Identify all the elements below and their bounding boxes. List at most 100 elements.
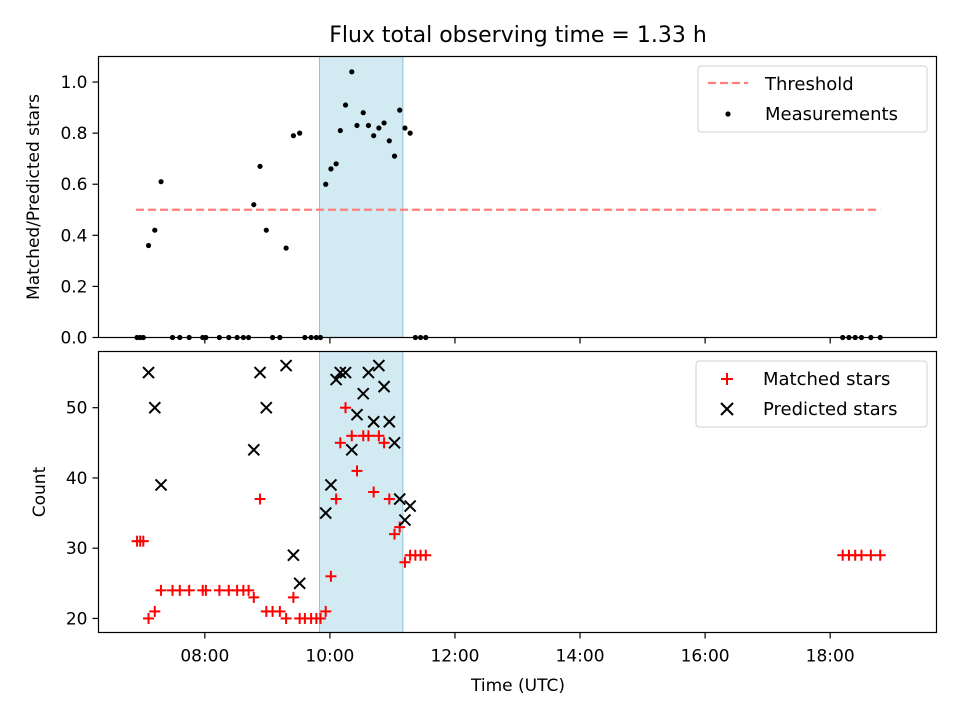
top-legend: Threshold Measurements <box>697 65 928 133</box>
matched-star-marker <box>383 493 395 505</box>
measurement-point <box>263 227 269 233</box>
legend-matched-label: Matched stars <box>763 369 890 390</box>
predicted-star-marker <box>334 366 347 379</box>
measurement-point <box>337 127 343 134</box>
predicted-star-marker <box>383 415 396 428</box>
matched-star-marker <box>155 584 167 596</box>
measurement-point <box>360 110 366 116</box>
matched-star-marker <box>346 430 358 442</box>
matched-star-marker <box>340 402 352 414</box>
predicted-star-marker <box>350 408 364 421</box>
predicted-star-marker <box>324 478 338 492</box>
measurement-point <box>397 107 403 113</box>
bottom-y-tick-label: 40 <box>66 469 88 489</box>
measurement-point <box>297 130 303 136</box>
measurement-point <box>333 161 339 167</box>
measurement-point <box>283 245 289 251</box>
matched-star-marker <box>274 605 286 617</box>
matched-star-marker <box>855 549 867 561</box>
matched-star-marker <box>399 556 411 568</box>
legend-measurements-swatch <box>725 111 731 117</box>
bottom-shaded-interval <box>318 351 404 633</box>
top-y-tick-label: 0.6 <box>60 175 87 195</box>
matched-star-marker <box>183 584 195 596</box>
x-tick-label: 14:00 <box>556 647 605 667</box>
bottom-plot-frame <box>97 350 938 634</box>
matched-star-marker <box>287 591 299 603</box>
measurement-point <box>407 130 413 136</box>
predicted-star-marker <box>367 415 380 428</box>
measurement-point <box>376 125 382 131</box>
matched-star-marker <box>315 612 327 624</box>
matched-star-marker <box>137 535 149 547</box>
measurement-point <box>371 133 377 139</box>
predicted-stars-points <box>142 359 417 590</box>
measurement-point <box>365 122 372 129</box>
matched-stars-points <box>131 402 886 624</box>
measurement-point <box>342 102 349 108</box>
predicted-star-marker <box>398 513 412 527</box>
top-y-tick-label: 0.4 <box>60 226 87 246</box>
measurement-point <box>251 202 257 208</box>
matched-star-marker <box>149 605 161 617</box>
matched-star-marker <box>143 612 155 624</box>
measurement-point <box>391 153 398 159</box>
predicted-star-marker <box>287 549 300 562</box>
top-legend-box <box>697 65 928 133</box>
matched-star-marker <box>373 430 385 442</box>
matched-star-marker <box>325 570 337 582</box>
top-y-axis-label: Matched/Predicted stars <box>24 94 44 300</box>
bottom-y-tick-label: 50 <box>66 399 88 419</box>
measurement-point <box>328 166 334 172</box>
matched-star-marker <box>394 521 406 533</box>
measurement-point <box>290 133 297 139</box>
matched-star-marker <box>174 584 186 596</box>
legend-measurements-label: Measurements <box>765 104 898 125</box>
predicted-star-marker <box>247 443 261 457</box>
measurement-point <box>145 242 152 249</box>
predicted-star-marker <box>279 359 293 372</box>
bottom-legend: Matched stars Predicted stars <box>695 360 928 428</box>
bottom-y-axis: 20 30 40 50 <box>66 399 99 629</box>
predicted-star-marker <box>403 499 417 513</box>
measurement-point <box>381 120 387 126</box>
predicted-star-marker <box>388 436 401 450</box>
matched-star-marker <box>334 437 346 449</box>
matched-star-marker <box>243 584 255 596</box>
matched-star-marker <box>330 493 342 505</box>
matched-star-marker <box>213 584 225 596</box>
top-y-tick-label: 0.8 <box>60 124 87 144</box>
matched-star-marker <box>254 493 266 505</box>
matched-star-marker <box>248 591 260 603</box>
x-axis-label: Time (UTC) <box>470 676 565 696</box>
measurement-point <box>349 69 355 75</box>
top-y-tick-label: 0.0 <box>60 329 87 349</box>
bottom-legend-box <box>695 360 928 428</box>
measurement-point <box>386 138 392 144</box>
legend-matched-swatch <box>721 373 733 385</box>
top-panel: Flux total observing time = 1.33 h 0.00.… <box>24 23 938 349</box>
predicted-star-marker <box>345 443 358 457</box>
predicted-star-marker <box>253 366 267 379</box>
x-tick-label: 18:00 <box>806 647 855 667</box>
predicted-star-marker <box>148 401 161 414</box>
legend-predicted-swatch <box>720 402 734 416</box>
matched-star-marker <box>200 584 212 596</box>
top-plot-frame <box>97 55 938 339</box>
top-y-tick-label: 0.2 <box>60 277 87 297</box>
predicted-star-marker <box>154 478 168 492</box>
x-tick-label: 10:00 <box>305 647 354 667</box>
bottom-y-tick-label: 20 <box>66 609 88 629</box>
measurement-point <box>257 163 263 169</box>
matched-star-marker <box>378 437 390 449</box>
predicted-star-marker <box>377 380 391 393</box>
bottom-y-axis-label: Count <box>30 466 50 517</box>
legend-threshold-label: Threshold <box>764 74 854 95</box>
predicted-star-marker <box>362 366 375 379</box>
matched-star-marker <box>368 486 380 498</box>
measurement-point <box>152 227 158 233</box>
predicted-star-marker <box>393 492 406 506</box>
measurement-point <box>323 181 329 187</box>
